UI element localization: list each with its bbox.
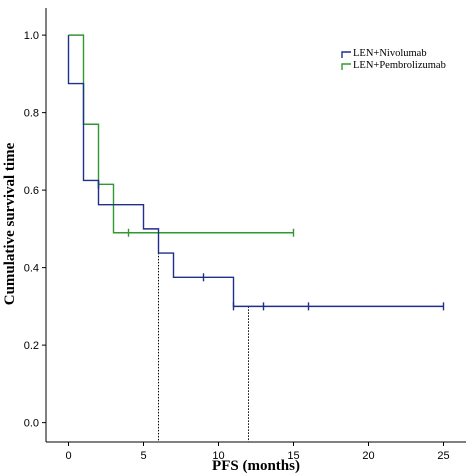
series-1 [68,34,295,237]
y-tick-label: 0.4 [24,263,39,275]
series-group [67,34,445,311]
y-tick-label: 1.0 [24,30,39,42]
x-tick-label: 25 [437,450,449,462]
km-step-line [67,35,444,308]
series-0 [67,35,445,311]
median-reference-lines [158,228,249,442]
axes: 0 5 10 15 20 25 0.0 0.2 0.4 0.6 0.8 1.0 [24,8,466,462]
legend-label: LEN+Nivolumab [353,48,427,59]
x-tick-label: 0 [65,450,71,462]
legend-swatch [341,63,351,70]
y-tick-label: 0.6 [24,185,39,197]
x-axis-title: PFS (months) [212,458,300,474]
x-tick-label: 20 [362,450,374,462]
x-tick-label: 5 [140,450,146,462]
y-tick-label: 0.0 [24,418,39,430]
x-tick-label: 15 [287,450,299,462]
x-tick-label: 10 [212,450,224,462]
y-tick-label: 0.8 [24,108,39,120]
legend-swatch [341,51,351,58]
km-step-line [68,34,294,234]
y-axis-title: Cumulative survival time [2,142,18,305]
legend-label: LEN+Pembrolizumab [353,60,446,71]
y-tick-label: 0.2 [24,340,39,352]
